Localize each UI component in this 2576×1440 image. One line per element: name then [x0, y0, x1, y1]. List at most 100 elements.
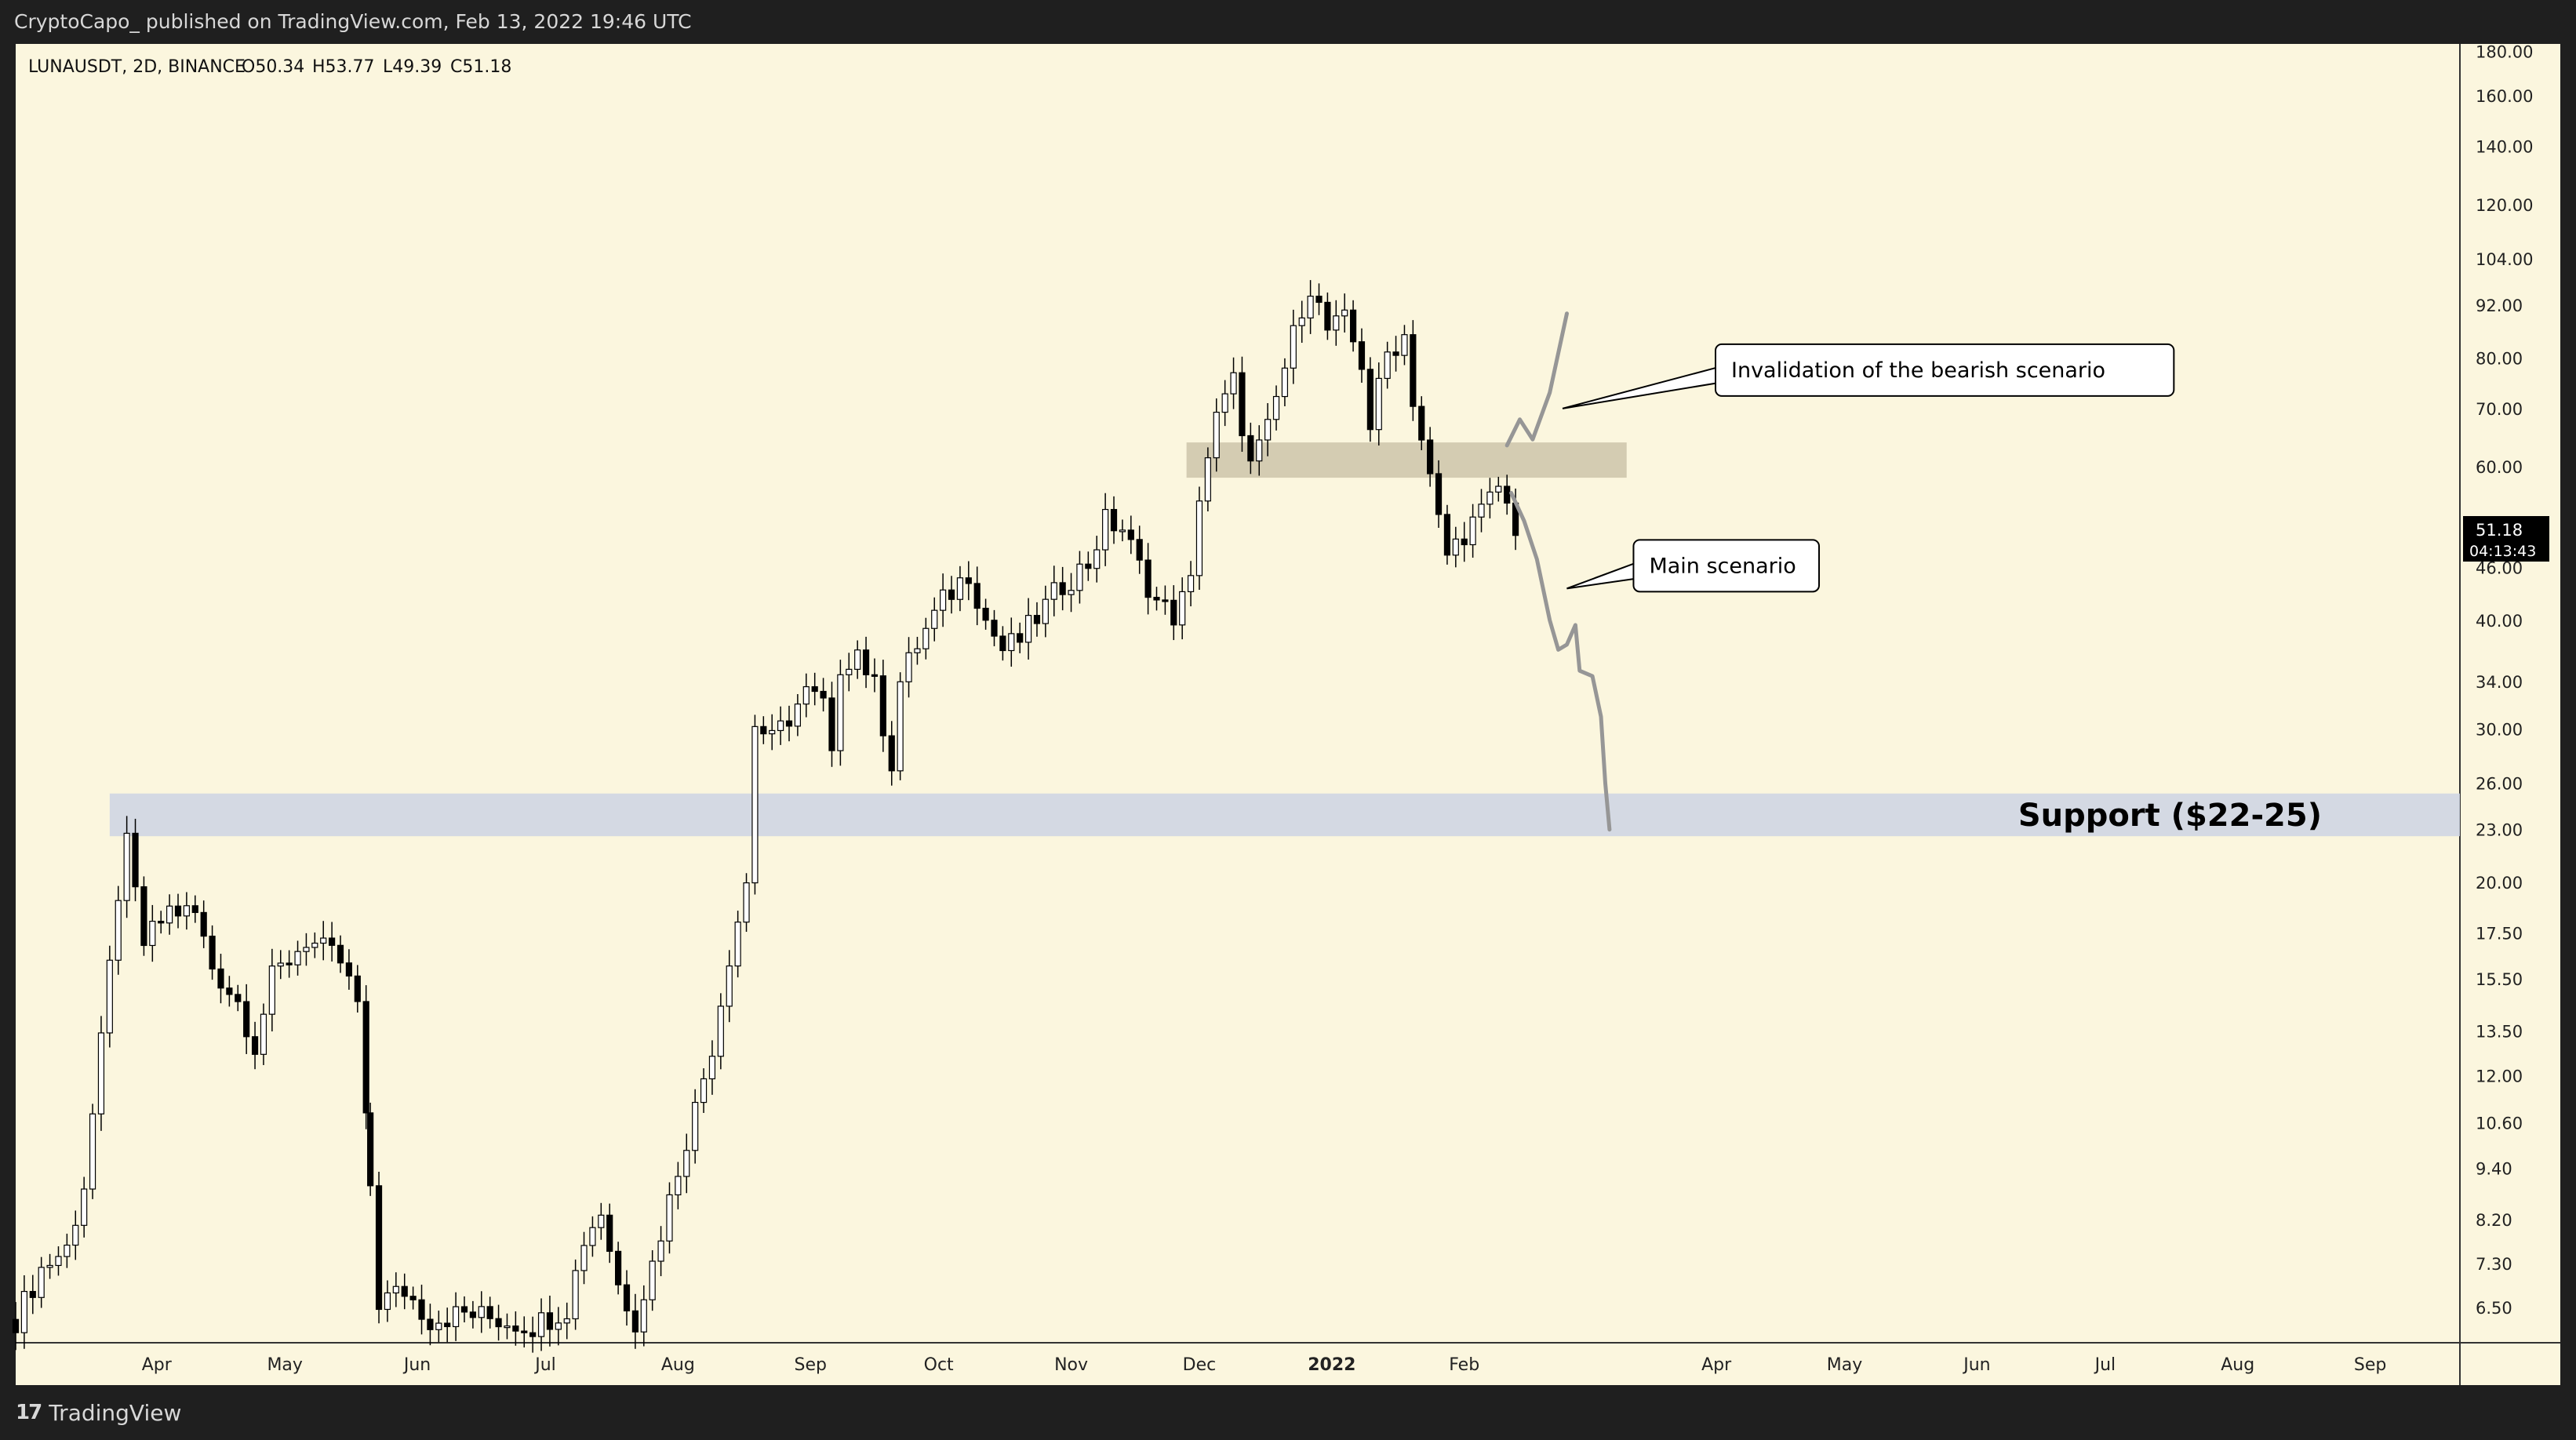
candle — [563, 1318, 570, 1324]
candle — [320, 937, 327, 944]
candle — [1221, 393, 1228, 413]
candle — [991, 620, 998, 637]
candle — [504, 1325, 511, 1329]
candle — [200, 911, 207, 937]
candle — [38, 1267, 45, 1298]
candle — [418, 1299, 425, 1320]
price-tick-label: 20.00 — [2476, 874, 2523, 893]
candle — [546, 1312, 554, 1330]
candle — [580, 1245, 588, 1271]
price-tick-label: 10.60 — [2476, 1114, 2523, 1133]
candle — [140, 886, 147, 947]
candle — [717, 1005, 724, 1057]
candle — [828, 697, 835, 751]
candle — [973, 583, 981, 609]
time-tick-label: Aug — [2221, 1355, 2254, 1375]
candle — [1042, 598, 1049, 624]
candle — [811, 685, 818, 693]
candle — [72, 1224, 79, 1246]
price-tick-label: 8.20 — [2476, 1211, 2512, 1230]
price-tick-label: 160.00 — [2476, 87, 2533, 106]
candle — [1102, 508, 1109, 551]
price-tick-label: 104.00 — [2476, 250, 2533, 269]
candle — [1179, 591, 1186, 626]
price-tick-label: 7.30 — [2476, 1255, 2512, 1274]
candle — [785, 720, 793, 727]
candle — [277, 962, 284, 967]
candle — [837, 674, 844, 751]
price-tick-label: 13.50 — [2476, 1023, 2523, 1042]
callout-text: Invalidation of the bearish scenario — [1731, 358, 2105, 383]
candle — [97, 1032, 105, 1115]
footer-bar: 17 TradingView — [0, 1385, 2576, 1440]
candle — [1050, 582, 1057, 600]
candle — [1401, 334, 1408, 356]
candle — [734, 922, 741, 967]
last-price-countdown: 04:13:43 — [2469, 543, 2536, 560]
candle — [1349, 309, 1357, 343]
candle — [1059, 582, 1066, 595]
frame-left — [0, 44, 16, 1385]
ohlc-open: O50.34 — [242, 57, 304, 77]
callout-text: Main scenario — [1649, 554, 1796, 578]
candle — [435, 1322, 442, 1330]
time-tick-label: Sep — [2354, 1355, 2386, 1375]
candle — [486, 1306, 493, 1319]
frame-right — [2560, 44, 2576, 1385]
candle — [854, 649, 861, 670]
candles — [12, 280, 1519, 1353]
time-axis-background[interactable] — [16, 1343, 2460, 1385]
candle — [495, 1318, 502, 1328]
time-tick-label: Sep — [795, 1355, 827, 1375]
callout-joint — [1716, 369, 1720, 384]
candle — [615, 1250, 622, 1285]
time-tick-label: Apr — [142, 1355, 173, 1375]
tradingview-brand[interactable]: 17 TradingView — [16, 1399, 181, 1426]
candle — [521, 1330, 528, 1333]
candle — [460, 1306, 468, 1313]
main-path — [1509, 491, 1612, 832]
candle — [1495, 485, 1502, 493]
candle — [1187, 575, 1195, 593]
candle — [132, 832, 139, 888]
candle — [802, 685, 810, 705]
candle — [478, 1306, 485, 1318]
candle — [174, 905, 182, 917]
candle — [1443, 514, 1451, 556]
candle — [589, 1227, 596, 1246]
time-tick-label: May — [267, 1355, 302, 1375]
candle — [1290, 325, 1297, 369]
candle — [1392, 351, 1399, 356]
candle — [631, 1310, 639, 1333]
price-tick-label: 46.00 — [2476, 558, 2523, 577]
candle — [1170, 599, 1177, 626]
candle — [401, 1285, 408, 1297]
candle — [1008, 633, 1015, 652]
candle — [89, 1113, 96, 1190]
candle — [726, 965, 733, 1007]
candle — [1119, 529, 1126, 533]
candle — [1024, 615, 1032, 643]
candle — [409, 1296, 417, 1300]
price-tick-label: 6.50 — [2476, 1299, 2512, 1318]
time-tick-label: Nov — [1054, 1355, 1088, 1375]
candle — [1256, 439, 1263, 462]
price-tick-label: 70.00 — [2476, 400, 2523, 419]
candle — [623, 1284, 631, 1311]
price-axis-background[interactable] — [2460, 44, 2560, 1385]
candle — [209, 935, 216, 970]
candle — [675, 1176, 682, 1196]
time-tick-label: Apr — [1701, 1355, 1732, 1375]
candle — [1127, 529, 1134, 540]
candle — [760, 725, 767, 735]
ohlc-close: C51.18 — [450, 57, 511, 77]
candle — [1375, 377, 1382, 431]
candle — [1341, 309, 1348, 317]
invalidation-callout: Invalidation of the bearish scenario — [1562, 343, 2175, 409]
candle — [243, 1001, 250, 1038]
candle — [1264, 419, 1272, 441]
candle — [692, 1101, 699, 1151]
candle — [1366, 369, 1374, 431]
time-tick-label: Oct — [924, 1355, 954, 1375]
